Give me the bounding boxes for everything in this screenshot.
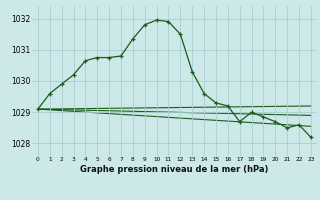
X-axis label: Graphe pression niveau de la mer (hPa): Graphe pression niveau de la mer (hPa)	[80, 165, 268, 174]
